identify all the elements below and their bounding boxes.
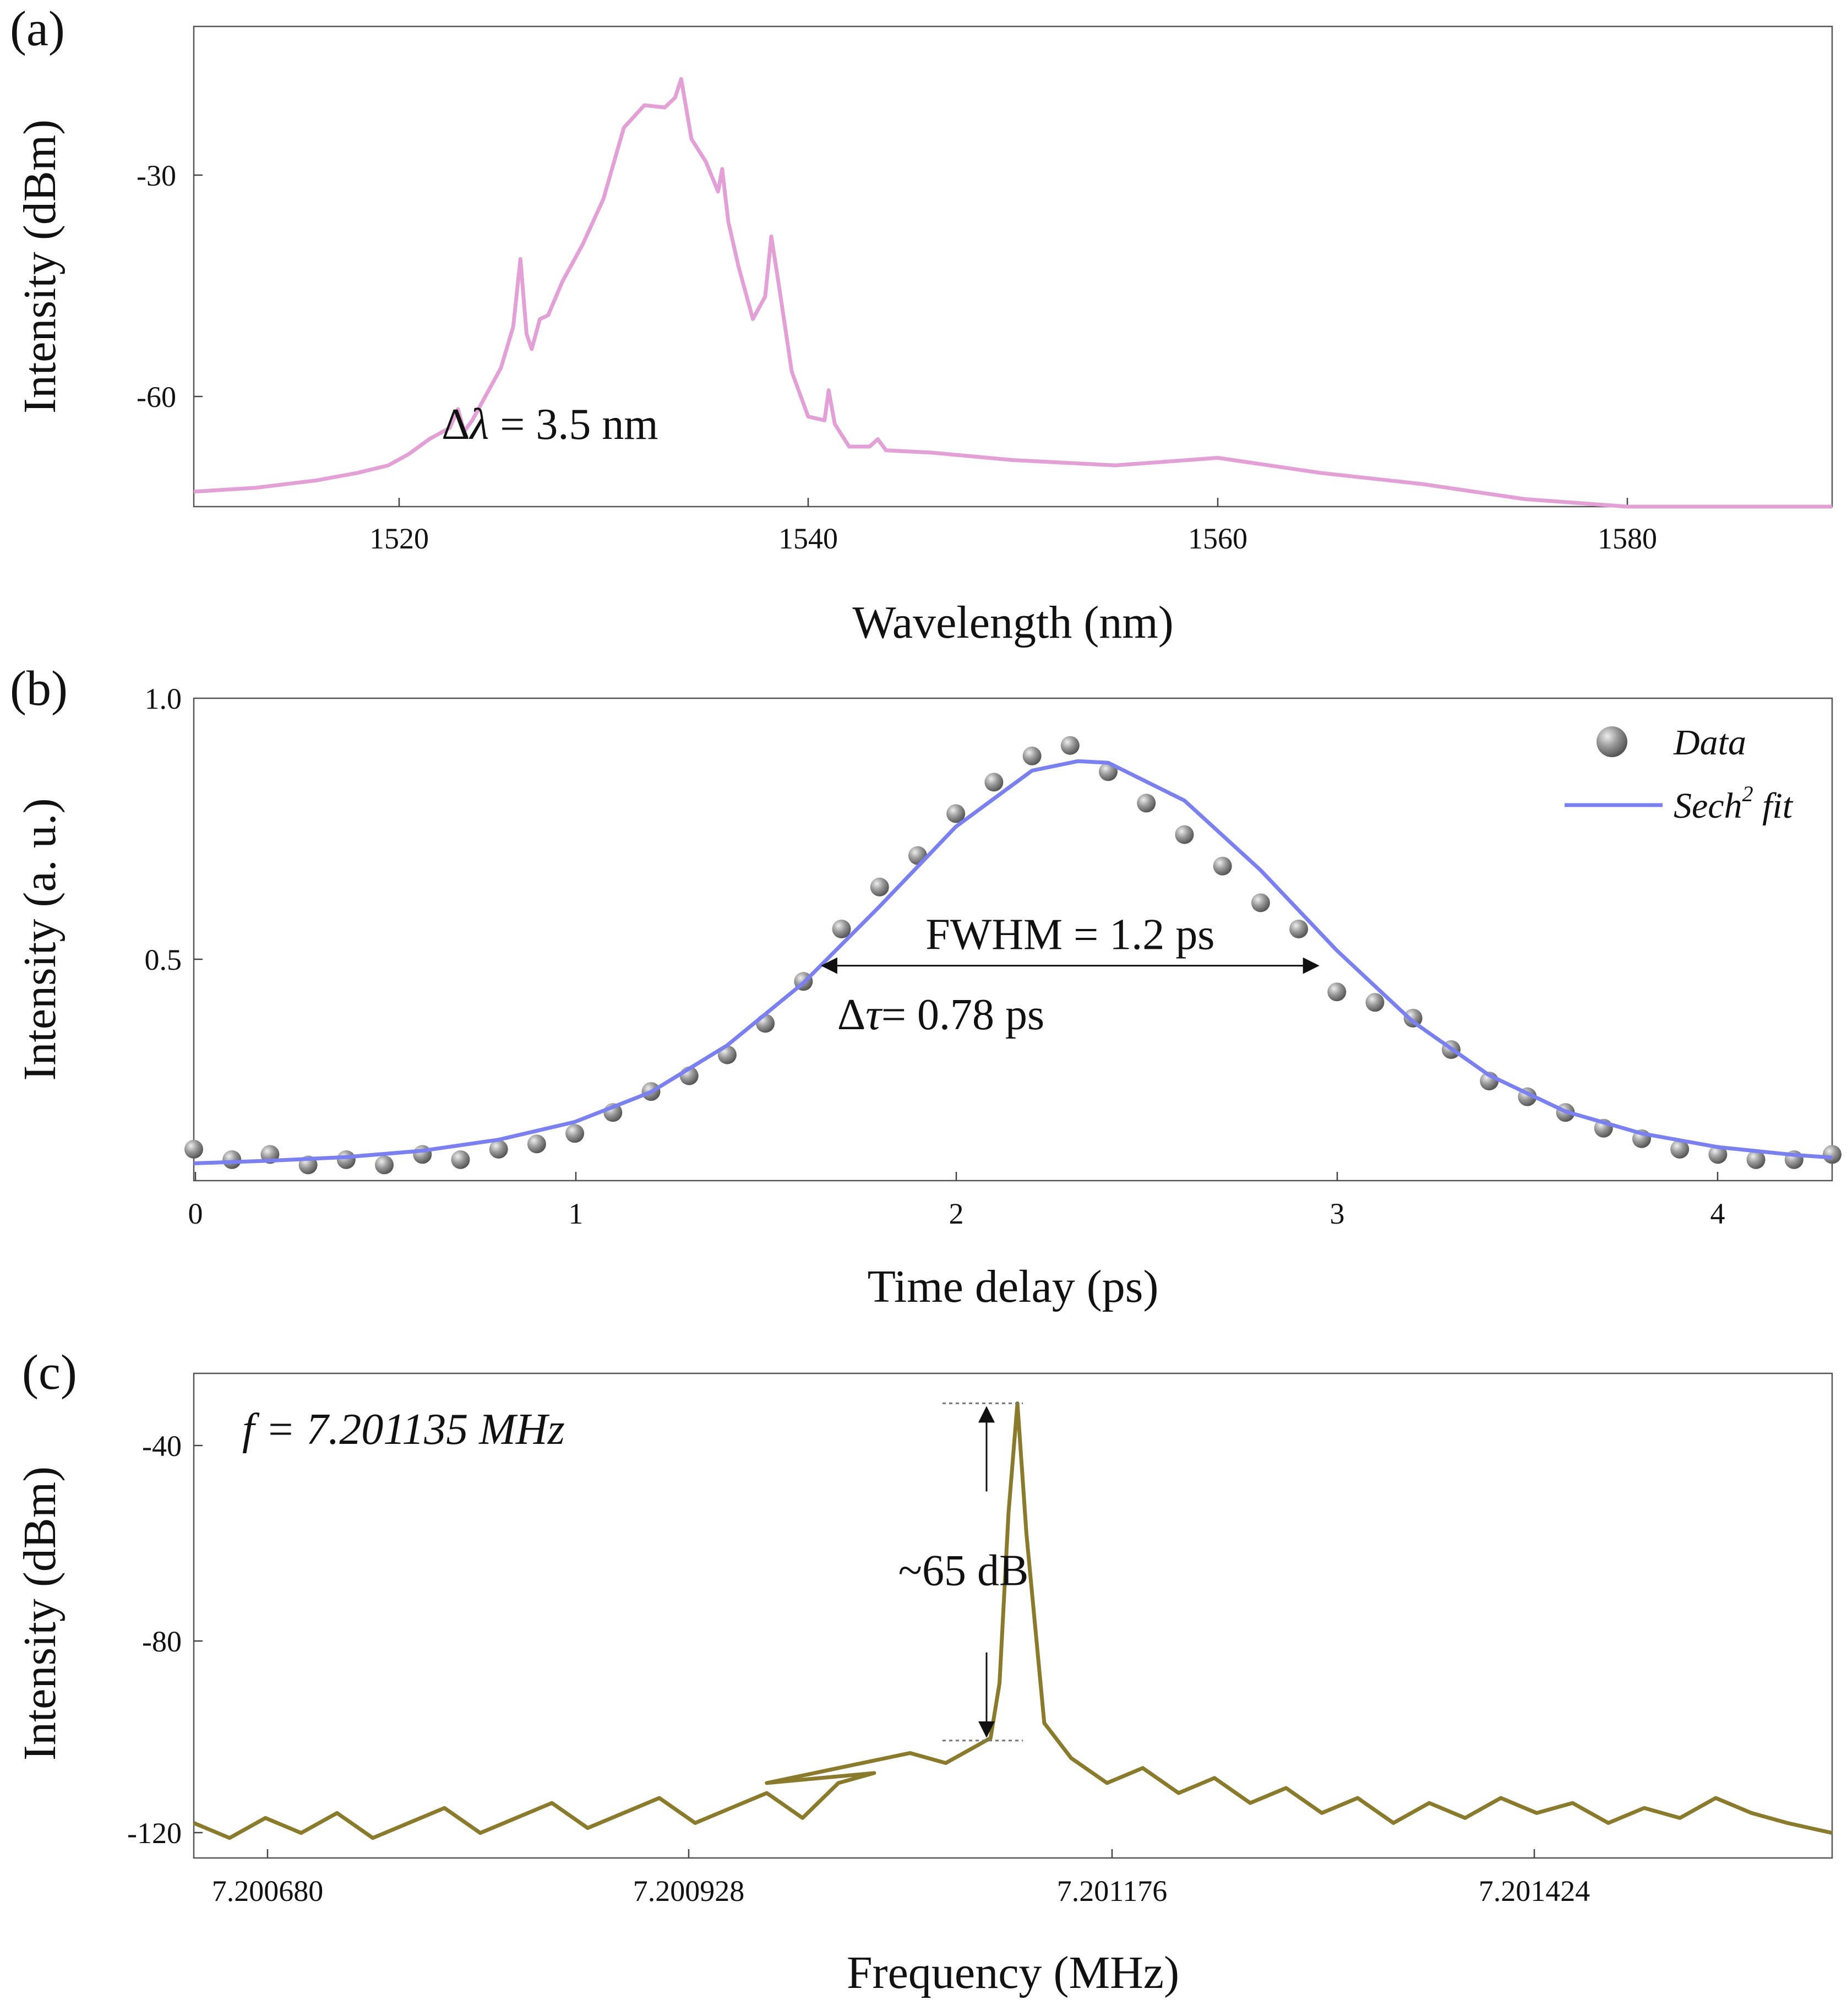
panel-c-ytick-label: -80	[142, 1625, 182, 1658]
panel-a-xtick-label: 1580	[1598, 522, 1657, 555]
panel-a-ylabel: Intensity (dBm)	[14, 119, 66, 414]
data-point	[1670, 1139, 1690, 1159]
data-point	[1289, 919, 1309, 938]
panel-c-xtick-label: 7.200928	[633, 1874, 745, 1908]
panel-c-ytick-label: -120	[127, 1817, 182, 1850]
panel-c-xtick-label: 7.201424	[1479, 1874, 1590, 1908]
panel-b-label: (b)	[10, 661, 68, 716]
panel-c-xtick-label: 7.201176	[1057, 1874, 1168, 1908]
panel-b-fwhm-label: FWHM = 1.2 ps	[925, 911, 1214, 959]
panel-b-data-points	[184, 736, 1841, 1175]
panel-b: (b) 0 1 2 3 4 1.0 0.5 Time delay (ps) In…	[10, 661, 1841, 1312]
panel-c-xlabel: Frequency (MHz)	[847, 1947, 1179, 1998]
data-point	[1708, 1145, 1728, 1164]
data-point	[1022, 746, 1042, 765]
legend-data-label: Data	[1673, 722, 1746, 763]
panel-a-label: (a)	[10, 2, 65, 56]
panel-a-plot-frame	[193, 25, 1833, 508]
legend-fit-label: Sech2 fit	[1674, 781, 1794, 826]
panel-a-xlabel: Wavelength (nm)	[852, 597, 1173, 648]
panel-c-ylabel: Intensity (dBm)	[14, 1466, 66, 1760]
panel-b-xtick-label: 4	[1710, 1197, 1725, 1230]
data-point	[527, 1134, 546, 1154]
data-point	[336, 1150, 356, 1169]
delta-symbol: Δ	[442, 400, 470, 449]
data-point	[756, 1014, 775, 1033]
data-point	[1327, 982, 1347, 1002]
data-point	[489, 1139, 508, 1159]
data-point	[222, 1150, 242, 1169]
panel-c-ytick-label: -40	[142, 1430, 182, 1463]
panel-c-snr-label: ~65 dB	[898, 1547, 1029, 1595]
panel-b-ytick-label: 1.0	[145, 682, 182, 715]
panel-b-pulse-width-annotation: Δτ= 0.78 ps	[837, 991, 1044, 1039]
panel-b-legend: Data Sech2 fit	[1565, 722, 1794, 826]
data-point	[1060, 736, 1080, 755]
panel-b-ticks	[194, 958, 1719, 1181]
panel-c-label: (c)	[22, 1345, 77, 1400]
panel-c-ticks	[194, 1444, 1535, 1858]
bandwidth-value: = 3.5 nm	[489, 400, 658, 449]
data-point	[184, 1139, 203, 1159]
delta-symbol: Δ	[837, 991, 865, 1039]
legend-fit-superscript: 2	[1742, 781, 1753, 806]
lambda-symbol: λ	[469, 400, 489, 449]
panel-a: (a) 1520 1540 1560 1580 -30 -60 Waveleng…	[10, 2, 1833, 648]
data-point	[1251, 893, 1270, 912]
panel-b-xtick-label: 2	[949, 1197, 964, 1230]
data-point	[451, 1150, 470, 1169]
panel-a-xtick-label: 1560	[1188, 522, 1247, 555]
panel-b-plot-frame	[193, 697, 1833, 1182]
panel-c: (c) -40 -80 -120 7.200680 7.200928 7.201…	[14, 1345, 1833, 1998]
data-point	[375, 1155, 394, 1175]
data-point	[1175, 825, 1194, 844]
data-point	[1213, 856, 1232, 876]
legend-data-marker	[1597, 726, 1627, 757]
panel-c-plot-frame	[193, 1372, 1833, 1859]
panel-a-ytick-label: -60	[137, 381, 176, 414]
panel-a-ticks	[194, 174, 1628, 507]
panel-a-bandwidth-annotation: Δλ = 3.5 nm	[442, 400, 658, 449]
panel-c-xtick-label: 7.200680	[212, 1874, 324, 1908]
tau-symbol: τ	[865, 991, 883, 1039]
data-point	[1137, 794, 1156, 813]
legend-fit-name: Sech	[1674, 786, 1742, 826]
pulse-width-value: = 0.78 ps	[881, 991, 1044, 1039]
data-point	[984, 773, 1004, 792]
panel-b-xtick-label: 3	[1330, 1197, 1345, 1230]
panel-a-ytick-label: -30	[137, 159, 176, 192]
frequency-value: = 7.201135 MHz	[254, 1405, 565, 1454]
panel-b-ylabel: Intensity (a. u.)	[14, 798, 66, 1080]
data-point	[1746, 1150, 1766, 1169]
panel-c-frequency-annotation: f = 7.201135 MHz	[242, 1405, 565, 1454]
legend-fit-suffix: fit	[1753, 786, 1794, 826]
panel-b-xtick-label: 0	[188, 1197, 203, 1230]
data-point	[832, 919, 851, 938]
panel-b-xlabel: Time delay (ps)	[868, 1261, 1159, 1312]
panel-a-xtick-label: 1520	[369, 522, 429, 555]
data-point	[1365, 993, 1385, 1012]
panel-b-xtick-label: 1	[569, 1197, 584, 1230]
panel-b-ytick-label: 0.5	[145, 943, 182, 976]
data-point	[870, 877, 889, 896]
data-point	[565, 1124, 585, 1143]
panel-b-sech2-fit-line	[193, 759, 1833, 1166]
data-point	[1823, 1145, 1841, 1164]
panel-c-rf-spectrum-line	[193, 1401, 1833, 1840]
panel-a-spectrum-line	[193, 77, 1832, 509]
data-point	[946, 804, 966, 823]
panel-a-xtick-label: 1540	[778, 522, 838, 555]
